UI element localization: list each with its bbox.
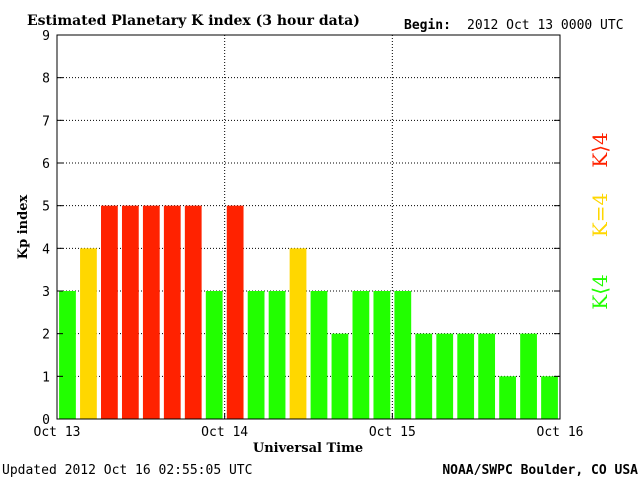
- kp-bar: [331, 333, 349, 419]
- y-tick-label: 3: [42, 285, 50, 300]
- kp-bar: [142, 205, 160, 419]
- begin-value: 2012 Oct 13 0000 UTC: [467, 18, 624, 33]
- y-tick-label: 0: [42, 413, 50, 428]
- x-tick-label: Oct 16: [537, 425, 584, 440]
- kp-bar: [310, 291, 328, 419]
- y-tick-label: 5: [42, 200, 50, 215]
- kp-bar: [205, 291, 223, 419]
- kp-bar: [289, 248, 307, 419]
- y-tick-label: 8: [42, 72, 50, 87]
- y-tick-label: 6: [42, 157, 50, 172]
- legend-above: K⟩4: [588, 132, 612, 167]
- y-axis-ticks: 0 1 2 3 4 5 6 7 8 9: [42, 29, 560, 428]
- kp-bar: [184, 205, 202, 419]
- kp-bar: [80, 248, 97, 419]
- kp-bar: [499, 376, 516, 419]
- kp-bar: [373, 291, 391, 419]
- kp-bar: [163, 205, 181, 419]
- legend-equal: K=4: [588, 193, 612, 237]
- kp-bar: [394, 291, 412, 419]
- kp-bar: [457, 333, 475, 419]
- y-tick-label: 7: [42, 114, 50, 129]
- kp-bar: [59, 291, 76, 419]
- kp-bar: [352, 291, 370, 419]
- y-tick-label: 2: [42, 328, 50, 343]
- x-axis-ticks: Oct 13 Oct 14 Oct 15 Oct 16: [34, 413, 584, 440]
- y-axis-label: Kp index: [16, 195, 31, 260]
- x-axis-label: Universal Time: [253, 441, 363, 456]
- updated-timestamp: Updated 2012 Oct 16 02:55:05 UTC: [2, 463, 252, 478]
- grid-lines: [57, 35, 560, 419]
- x-tick-label: Oct 14: [201, 425, 248, 440]
- plot-frame: [56, 34, 561, 420]
- kp-bar: [226, 205, 244, 419]
- kp-bar: [121, 205, 139, 419]
- kp-bar: [268, 291, 286, 419]
- kp-bar: [415, 333, 433, 419]
- x-tick-label: Oct 15: [369, 425, 416, 440]
- kp-bar: [101, 205, 118, 419]
- y-tick-label: 9: [42, 29, 50, 44]
- x-tick-label: Oct 13: [34, 425, 81, 440]
- legend-below: K⟨4: [588, 274, 612, 309]
- y-tick-label: 4: [42, 242, 50, 257]
- kp-bar: [436, 333, 454, 419]
- begin-label: Begin:: [404, 18, 451, 33]
- kp-bar: [478, 333, 496, 419]
- y-tick-label: 1: [42, 370, 50, 385]
- kp-bar: [247, 291, 265, 419]
- source-credit: NOAA/SWPC Boulder, CO USA: [442, 463, 638, 478]
- kp-bar: [520, 333, 537, 419]
- chart-title: Estimated Planetary K index (3 hour data…: [27, 13, 360, 29]
- kp-bar: [541, 376, 558, 419]
- bar-series: [59, 205, 558, 419]
